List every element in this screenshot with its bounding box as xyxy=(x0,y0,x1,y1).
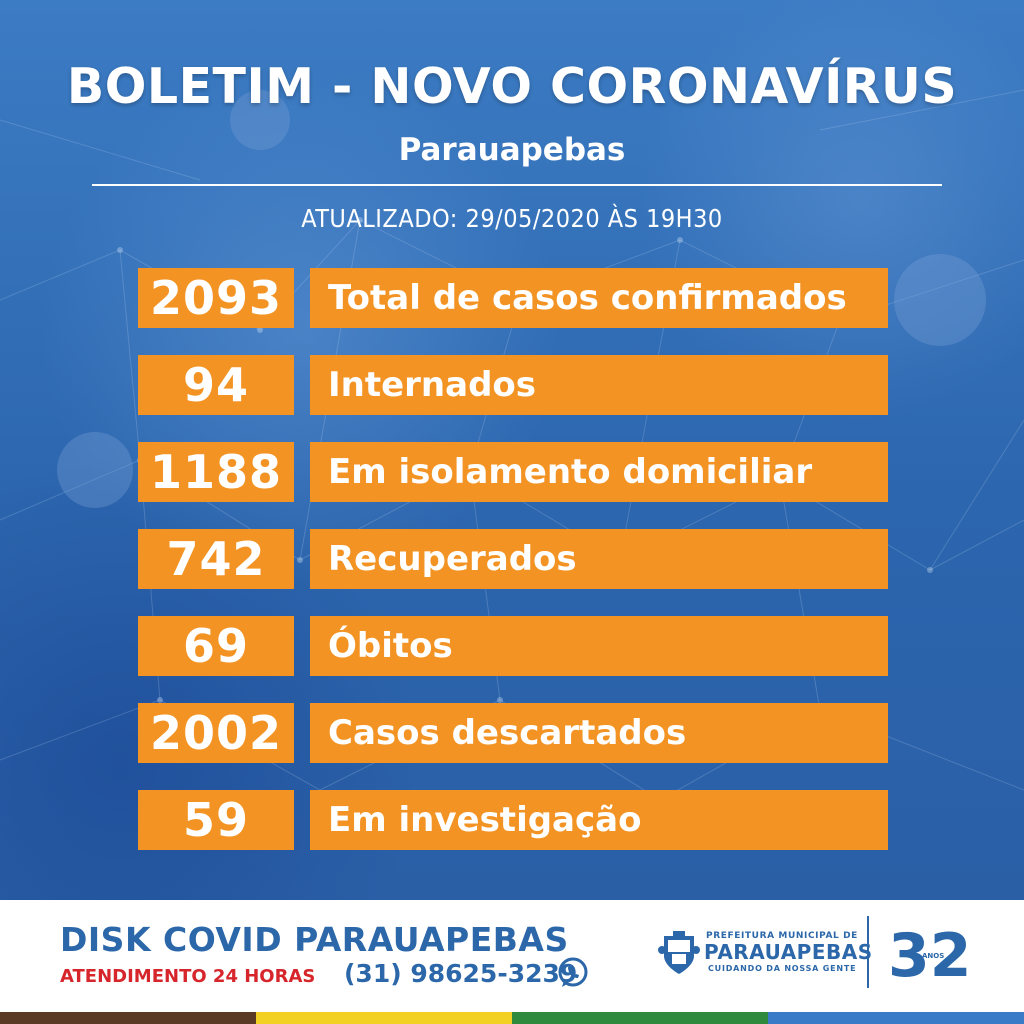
stat-value: 69 xyxy=(138,616,294,676)
stat-value: 94 xyxy=(138,355,294,415)
city-name: Parauapebas xyxy=(398,132,626,168)
disk-covid-title: DISK COVID PARAUAPEBAS xyxy=(60,920,569,959)
stat-value: 2002 xyxy=(138,703,294,763)
stat-row-investigation: 59 Em investigação xyxy=(138,790,890,850)
logo-tagline: CUIDANDO DA NOSSA GENTE xyxy=(708,964,857,973)
stripe-blue xyxy=(768,1012,1024,1024)
stat-row-deaths: 69 Óbitos xyxy=(138,616,890,676)
footer: DISK COVID PARAUAPEBAS ATENDIMENTO 24 HO… xyxy=(0,900,1024,1012)
stat-label: Em investigação xyxy=(310,790,888,850)
updated-timestamp: ATUALIZADO: 29/05/2020 ÀS 19H30 xyxy=(301,204,723,233)
stat-row-discarded: 2002 Casos descartados xyxy=(138,703,890,763)
stat-label: Total de casos confirmados xyxy=(310,268,888,328)
stripe-green xyxy=(512,1012,768,1024)
stat-label: Recuperados xyxy=(310,529,888,589)
anniversary-logo-icon: 32 ANOS xyxy=(888,921,972,986)
stat-label: Óbitos xyxy=(310,616,888,676)
stat-value: 1188 xyxy=(138,442,294,502)
stat-label: Em isolamento domiciliar xyxy=(310,442,888,502)
stripe-yellow xyxy=(256,1012,512,1024)
stat-row-confirmed: 2093 Total de casos confirmados xyxy=(138,268,890,328)
color-stripes xyxy=(0,1012,1024,1024)
attendance-hours: ATENDIMENTO 24 HORAS xyxy=(60,966,316,987)
hotline-phone-number[interactable]: (31) 98625-3239 xyxy=(344,959,578,988)
anniversary-number: 32 xyxy=(888,921,972,986)
stat-label: Casos descartados xyxy=(310,703,888,763)
bulletin-title: BOLETIM - NOVO CORONAVÍRUS xyxy=(66,58,958,115)
stat-row-hospitalized: 94 Internados xyxy=(138,355,890,415)
anniversary-unit: ANOS xyxy=(922,952,944,960)
stat-value: 742 xyxy=(138,529,294,589)
stat-value: 59 xyxy=(138,790,294,850)
logo-divider xyxy=(867,916,869,988)
municipal-crest-icon xyxy=(658,931,700,974)
stat-row-home-isolation: 1188 Em isolamento domiciliar xyxy=(138,442,890,502)
whatsapp-icon xyxy=(558,957,588,987)
logo-city-name: PARAUAPEBAS xyxy=(704,940,873,964)
stripe-brown xyxy=(0,1012,256,1024)
title-divider xyxy=(92,184,942,186)
logo-prefecture-label: PREFEITURA MUNICIPAL DE xyxy=(706,931,858,941)
stat-label: Internados xyxy=(310,355,888,415)
stat-row-recovered: 742 Recuperados xyxy=(138,529,890,589)
stat-value: 2093 xyxy=(138,268,294,328)
